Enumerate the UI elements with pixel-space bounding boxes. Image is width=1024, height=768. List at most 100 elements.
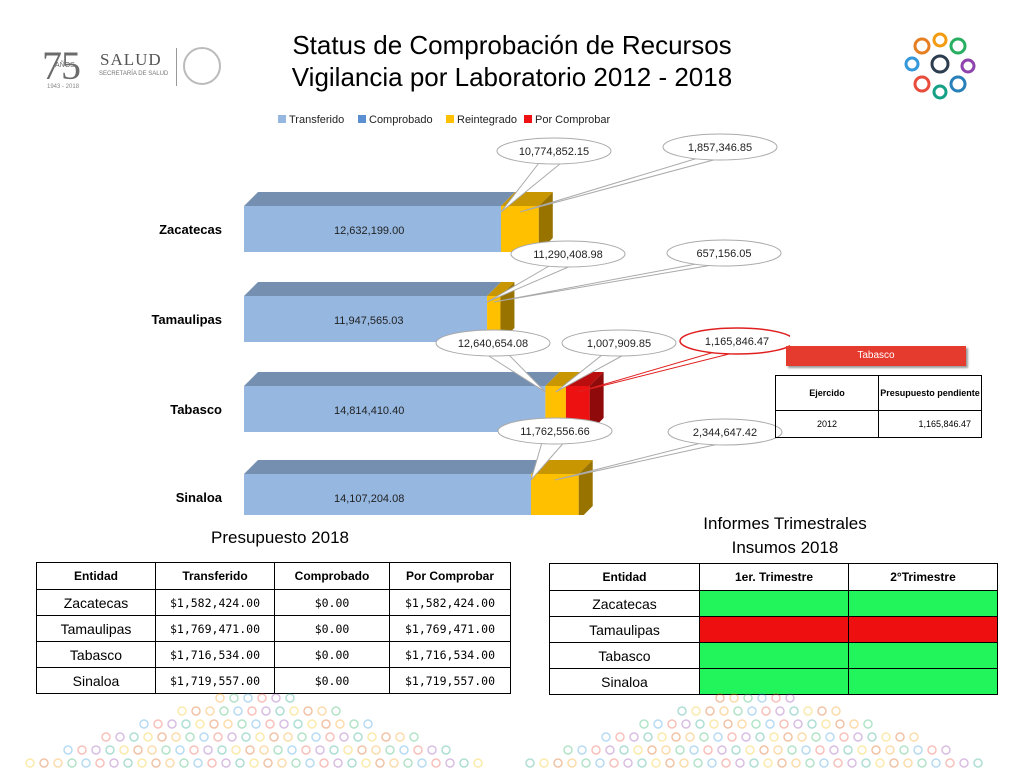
decor-dot <box>195 719 205 729</box>
decor-dot <box>745 745 755 755</box>
reports-entity: Tamaulipas <box>549 616 700 643</box>
decor-dot <box>177 706 187 716</box>
decor-dot <box>53 758 63 768</box>
budget-cell: $1,582,424.00 <box>389 589 511 616</box>
decor-dot <box>205 706 215 716</box>
side-cell-year: 2012 <box>775 410 879 438</box>
decor-dot <box>331 706 341 716</box>
decor-dot <box>243 693 253 703</box>
decor-dot <box>223 719 233 729</box>
decor-dot <box>233 706 243 716</box>
decor-dot <box>101 732 111 742</box>
decor-dot <box>941 745 951 755</box>
legend-swatch <box>524 115 532 123</box>
decor-dot <box>667 719 677 729</box>
budget-cell: $1,769,471.00 <box>155 615 275 642</box>
page-title-line1: Status de Comprobación de Recursos <box>292 30 732 60</box>
decor-dot <box>819 758 829 768</box>
decor-dot <box>91 745 101 755</box>
decor-dot <box>567 758 577 768</box>
legend-swatch <box>278 115 286 123</box>
decor-dot <box>633 745 643 755</box>
decor-dot <box>777 758 787 768</box>
side-cell-amount: 1,165,846.47 <box>878 410 982 438</box>
salud-subtitle: SECRETARÍA DE SALUD <box>99 71 169 77</box>
decor-dot <box>209 719 219 729</box>
decor-dot <box>179 758 189 768</box>
decor-dot <box>681 719 691 729</box>
decor-dot <box>695 719 705 729</box>
decor-dot <box>329 745 339 755</box>
decor-dot <box>275 706 285 716</box>
data-label: 11,290,408.98 <box>533 249 603 261</box>
decor-dot <box>653 719 663 729</box>
legend-label: Por Comprobar <box>535 114 611 126</box>
decor-dot <box>263 758 273 768</box>
data-label: 1,007,909.85 <box>587 338 651 350</box>
reports-table: Entidad 1er. Trimestre 2°Trimestre Zacat… <box>549 563 998 695</box>
tabasco-tag: Tabasco <box>786 346 966 366</box>
budget-table: Entidad Transferido Comprobado Por Compr… <box>36 562 511 694</box>
decor-dot <box>757 693 767 703</box>
decor-dot <box>343 745 353 755</box>
decor-dot <box>319 758 329 768</box>
decor-dot <box>731 745 741 755</box>
decor-dot <box>779 719 789 729</box>
decor-dot <box>175 745 185 755</box>
decor-dot <box>553 758 563 768</box>
decor-dot <box>747 706 757 716</box>
decor-dot <box>651 758 661 768</box>
decor-dot <box>675 745 685 755</box>
bar-segment-top <box>244 372 560 386</box>
bar-segment-top <box>244 282 502 296</box>
decor-dot <box>417 758 427 768</box>
decor-dot <box>863 719 873 729</box>
table-row: Sinaloa <box>549 668 998 695</box>
decor-dot <box>265 719 275 729</box>
decor-dot <box>785 693 795 703</box>
decor-dot <box>825 732 835 742</box>
page-title-line2: Vigilancia por Laboratorio 2012 - 2018 <box>291 62 733 92</box>
decor-dot <box>305 758 315 768</box>
decor-dot <box>361 758 371 768</box>
decor-dot <box>237 719 247 729</box>
decor-dot <box>743 693 753 703</box>
budget-header-entidad: Entidad <box>36 562 156 590</box>
decor-dot <box>255 732 265 742</box>
decor-dot <box>909 732 919 742</box>
decor-dot <box>717 745 727 755</box>
decor-dot <box>119 745 129 755</box>
decor-dot <box>895 732 905 742</box>
decor-dot <box>707 758 717 768</box>
side-header-ejercido: Ejercido <box>775 375 879 411</box>
decor-dot <box>751 719 761 729</box>
budget-table-caption: Presupuesto 2018 <box>211 528 349 547</box>
decor-dot <box>213 732 223 742</box>
decor-dot <box>839 732 849 742</box>
decor-dot <box>287 745 297 755</box>
decor-dot <box>945 758 955 768</box>
reports-header-q2: 2°Trimestre <box>848 563 998 591</box>
decor-dot <box>793 719 803 729</box>
data-label: 12,632,199.00 <box>334 225 404 237</box>
status-cell <box>699 668 849 695</box>
reports-entity: Tabasco <box>549 642 700 669</box>
decor-dot <box>601 732 611 742</box>
decor-dot <box>153 719 163 729</box>
decor-dot <box>791 758 801 768</box>
status-cell <box>848 616 998 643</box>
budget-cell: $1,582,424.00 <box>155 589 275 616</box>
decor-dot <box>665 758 675 768</box>
decor-dot <box>289 706 299 716</box>
anniversary-logo: 75 <box>42 43 81 88</box>
decor-dot <box>297 732 307 742</box>
decor-dot <box>829 745 839 755</box>
decor-dot <box>885 745 895 755</box>
decor-dot <box>615 732 625 742</box>
data-label: 10,774,852.15 <box>519 146 589 158</box>
decor-dot <box>189 745 199 755</box>
decor-dot <box>285 693 295 703</box>
decor-dot <box>199 732 209 742</box>
callout-bubble <box>510 240 626 268</box>
decor-dot <box>853 732 863 742</box>
